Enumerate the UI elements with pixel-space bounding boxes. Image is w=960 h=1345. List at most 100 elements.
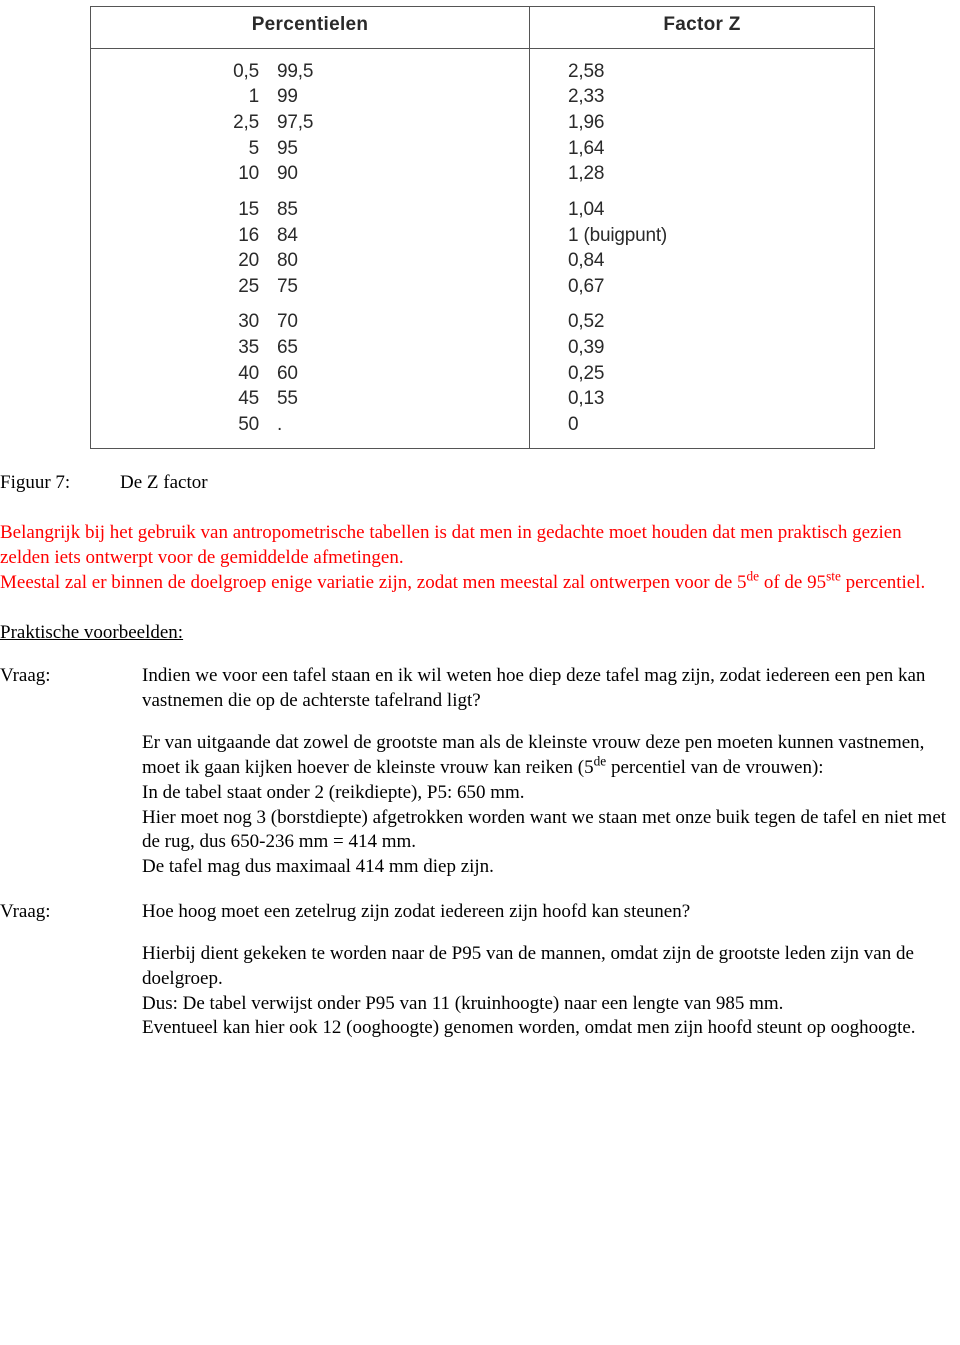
important-note-sup2: ste	[826, 568, 841, 583]
table-row: 2,58	[568, 59, 874, 85]
table-header-percentielen: Percentielen	[91, 7, 530, 49]
table-row: 50.	[109, 412, 529, 438]
table-row: 595	[109, 136, 529, 162]
qa-block-1: Vraag: Indien we voor een tafel staan en…	[0, 664, 958, 880]
percentile-high: 80	[277, 248, 417, 274]
percentile-low: 10	[109, 161, 277, 187]
factor-z-value: 1,96	[568, 110, 874, 136]
factor-z-value: 0,67	[568, 274, 874, 300]
percentile-high: 99	[277, 84, 417, 110]
table-row: 1585	[109, 197, 529, 223]
qa2-a-l2: Dus: De tabel verwijst onder P95 van 11 …	[142, 993, 783, 1014]
percentile-low: 30	[109, 309, 277, 335]
qa1-question: Indien we voor een tafel staan en ik wil…	[142, 664, 952, 713]
factor-z-value: 0,52	[568, 309, 874, 335]
table-body-row: 0,599,51992,597,559510901585168420802575…	[91, 48, 875, 448]
table-row: 0,84	[568, 248, 874, 274]
qa1-label: Vraag:	[0, 664, 142, 880]
table-row: 3565	[109, 335, 529, 361]
factor-z-value: 0,84	[568, 248, 874, 274]
factor-z-value: 2,58	[568, 59, 874, 85]
qa2-a-l3: Eventueel kan hier ook 12 (ooghoogte) ge…	[142, 1017, 916, 1038]
table-row: 199	[109, 84, 529, 110]
percentile-low: 2,5	[109, 110, 277, 136]
table-row: 0,25	[568, 361, 874, 387]
percentile-high: 95	[277, 136, 417, 162]
important-note-line2-mid: of de 95	[759, 572, 826, 593]
factor-z-value: 1,04	[568, 197, 874, 223]
qa1-answer: Er van uitgaande dat zowel de grootste m…	[142, 731, 952, 879]
qa2-answer: Hierbij dient gekeken te worden naar de …	[142, 942, 952, 1041]
table-row: 1090	[109, 161, 529, 187]
figure-caption-label: Figuur 7:	[0, 471, 120, 496]
factor-z-value: 1 (buigpunt)	[568, 223, 874, 249]
qa1-a-l3: Hier moet nog 3 (borstdiepte) afgetrokke…	[142, 807, 946, 853]
table-header-factor-z: Factor Z	[530, 7, 875, 49]
z-factor-table: Percentielen Factor Z 0,599,51992,597,55…	[90, 6, 875, 449]
table-row: 3070	[109, 309, 529, 335]
table-row: 1,64	[568, 136, 874, 162]
qa1-a-l4: De tafel mag dus maximaal 414 mm diep zi…	[142, 856, 494, 877]
table-row: 2,597,5	[109, 110, 529, 136]
percentile-high: 85	[277, 197, 417, 223]
important-note-sup1: de	[747, 568, 760, 583]
percentile-low: 50	[109, 412, 277, 438]
percentile-high: 55	[277, 386, 417, 412]
important-note-line2-post: percentiel.	[841, 572, 925, 593]
page: Percentielen Factor Z 0,599,51992,597,55…	[0, 0, 960, 1345]
percentile-low: 40	[109, 361, 277, 387]
percentile-low: 15	[109, 197, 277, 223]
table-row: 4060	[109, 361, 529, 387]
factor-z-value: 0	[568, 412, 874, 438]
table-row: 0,13	[568, 386, 874, 412]
percentile-high: 65	[277, 335, 417, 361]
qa2-label: Vraag:	[0, 900, 142, 1041]
percentile-high: 75	[277, 274, 417, 300]
table-row: 1 (buigpunt)	[568, 223, 874, 249]
qa1-body: Indien we voor een tafel staan en ik wil…	[142, 664, 958, 880]
qa-block-2: Vraag: Hoe hoog moet een zetelrug zijn z…	[0, 900, 958, 1041]
percentile-low: 16	[109, 223, 277, 249]
factor-z-value: 2,33	[568, 84, 874, 110]
important-note: Belangrijk bij het gebruik van antropome…	[0, 521, 958, 595]
percentile-high: 84	[277, 223, 417, 249]
important-note-line1: Belangrijk bij het gebruik van antropome…	[0, 522, 902, 568]
factor-z-value: 0,25	[568, 361, 874, 387]
table-row: 0,599,5	[109, 59, 529, 85]
section-header: Praktische voorbeelden:	[0, 621, 958, 646]
percentile-low: 25	[109, 274, 277, 300]
percentile-low: 1	[109, 84, 277, 110]
table-row: 1,04	[568, 197, 874, 223]
percentile-low: 20	[109, 248, 277, 274]
table-row: 4555	[109, 386, 529, 412]
table-row: 0,52	[568, 309, 874, 335]
qa2-a-l1: Hierbij dient gekeken te worden naar de …	[142, 943, 914, 989]
qa1-a-sup: de	[594, 754, 607, 769]
percentile-high: .	[277, 412, 417, 438]
factor-z-value: 1,64	[568, 136, 874, 162]
qa2-question: Hoe hoog moet een zetelrug zijn zodat ie…	[142, 900, 952, 925]
percentile-low: 45	[109, 386, 277, 412]
percentile-low: 5	[109, 136, 277, 162]
table-row: 2575	[109, 274, 529, 300]
figure-caption: Figuur 7: De Z factor	[0, 471, 958, 496]
table-row: 1,96	[568, 110, 874, 136]
table-row: 0	[568, 412, 874, 438]
important-note-line2-pre: Meestal zal er binnen de doelgroep enige…	[0, 572, 747, 593]
z-factor-table-wrap: Percentielen Factor Z 0,599,51992,597,55…	[90, 6, 875, 449]
table-row: 2,33	[568, 84, 874, 110]
table-header-row: Percentielen Factor Z	[91, 7, 875, 49]
percentile-high: 70	[277, 309, 417, 335]
percentile-low: 35	[109, 335, 277, 361]
percentile-high: 99,5	[277, 59, 417, 85]
qa1-a-l2: In de tabel staat onder 2 (reikdiepte), …	[142, 782, 525, 803]
table-body-factor-z: 2,582,331,961,641,28 1,041 (buigpunt)0,84…	[530, 48, 875, 448]
table-body-percentiles: 0,599,51992,597,559510901585168420802575…	[91, 48, 530, 448]
qa2-body: Hoe hoog moet een zetelrug zijn zodat ie…	[142, 900, 958, 1041]
percentile-low: 0,5	[109, 59, 277, 85]
table-row: 0,39	[568, 335, 874, 361]
table-row: 2080	[109, 248, 529, 274]
table-row: 1,28	[568, 161, 874, 187]
percentile-high: 90	[277, 161, 417, 187]
factor-z-value: 1,28	[568, 161, 874, 187]
